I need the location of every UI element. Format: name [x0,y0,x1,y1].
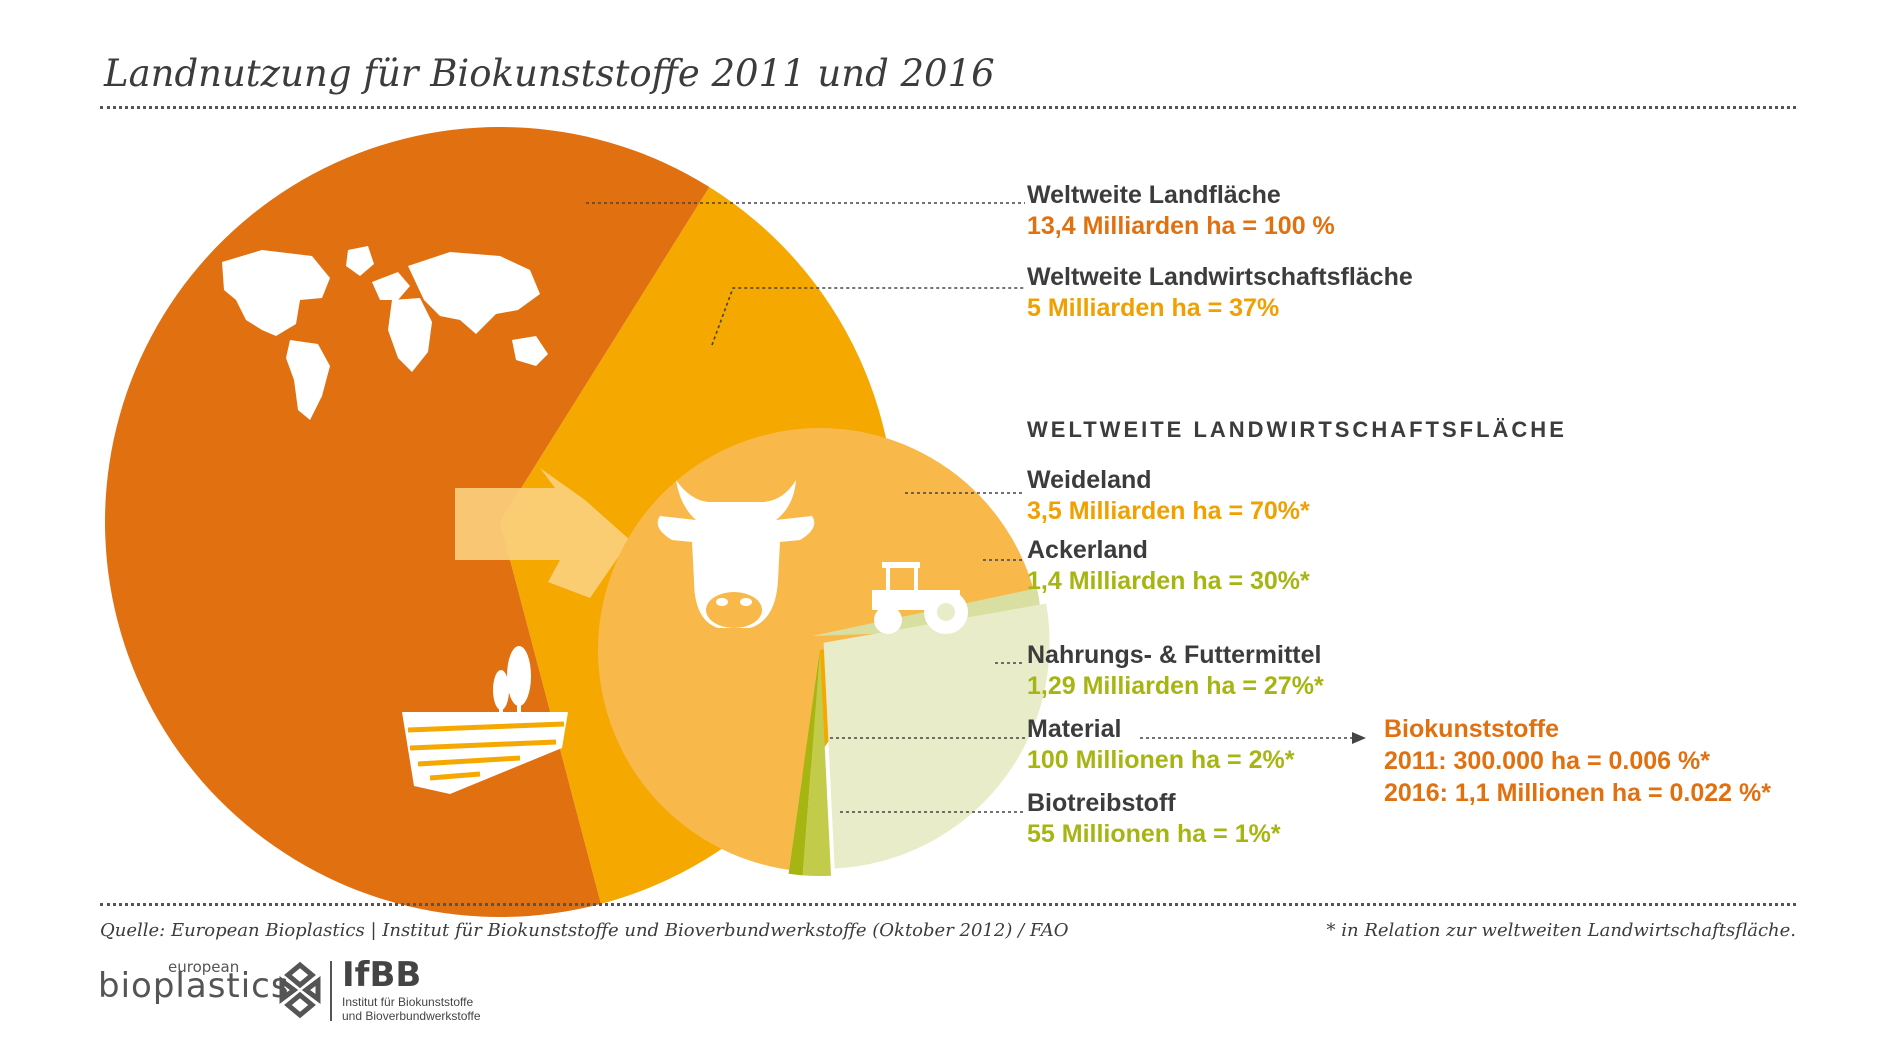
cropland-name: Ackerland [1027,536,1148,564]
tractor-icon [872,562,968,634]
biofuel-value: 55 Millionen ha = 1%* [1027,820,1281,848]
ifbb-full-name: Institut für Biokunststoffe und Bioverbu… [342,995,562,1023]
ifbb-logo-divider [330,961,332,1021]
slice-food-feed [823,603,1050,869]
arrow-icon [455,468,630,598]
pasture-name: Weideland [1027,466,1152,494]
cow-head-icon [657,480,815,628]
ifbb-logo-mark-icon [279,961,321,1019]
label-biofuel: Biotreibstoff 55 Millionen ha = 1%* [1027,788,1281,850]
label-agricultural-land: Weltweite Landwirtschaftsfläche 5 Millia… [1027,262,1413,324]
agricultural-land-name: Weltweite Landwirtschaftsfläche [1027,263,1413,291]
bioplastics-callout: Biokunststoffe 2011: 300.000 ha = 0.006 … [1384,713,1771,809]
label-food-feed: Nahrungs- & Futtermittel 1,29 Milliarden… [1027,640,1324,702]
material-name: Material [1027,715,1122,743]
top-divider [100,106,1796,109]
label-world-land: Weltweite Landfläche 13,4 Milliarden ha … [1027,180,1335,242]
field-trees-icon [402,646,568,794]
world-land-value: 13,4 Milliarden ha = 100 % [1027,212,1335,240]
bottom-divider [100,903,1796,906]
page-title: Landnutzung für Biokunststoffe 2011 und … [104,52,995,95]
label-material: Material 100 Millionen ha = 2%* [1027,714,1294,776]
logo-eb-small: european [168,958,240,976]
footnote: * in Relation zur weltweiten Landwirtsch… [1326,920,1796,941]
ifbb-line1: Institut für Biokunststoffe [342,995,474,1009]
logo-eb-big: bioplastics [98,966,290,1006]
food-feed-name: Nahrungs- & Futtermittel [1027,641,1322,669]
cropland-value: 1,4 Milliarden ha = 30%* [1027,567,1310,595]
agricultural-land-value: 5 Milliarden ha = 37% [1027,294,1280,322]
bioplastics-name: Biokunststoffe [1384,715,1559,743]
slice-material [802,650,832,876]
pasture-value: 3,5 Milliarden ha = 70%* [1027,497,1310,525]
label-cropland: Ackerland 1,4 Milliarden ha = 30%* [1027,535,1310,597]
ifbb-abbr: IfBB [342,955,422,995]
food-feed-value: 1,29 Milliarden ha = 27%* [1027,672,1324,700]
world-map-icon [222,246,548,420]
material-value: 100 Millionen ha = 2%* [1027,746,1295,774]
section-heading: WELTWEITE LANDWIRTSCHAFTSFLÄCHE [1027,417,1567,442]
slice-biofuel [788,650,820,876]
ifbb-line2: und Bioverbundwerkstoffe [342,1009,481,1023]
label-pasture: Weideland 3,5 Milliarden ha = 70%* [1027,465,1310,527]
bioplastics-2011: 2011: 300.000 ha = 0.006 %* [1384,747,1710,775]
biofuel-name: Biotreibstoff [1027,789,1176,817]
source-note: Quelle: European Bioplastics | Institut … [100,920,1069,941]
world-land-name: Weltweite Landfläche [1027,181,1281,209]
bioplastics-2016: 2016: 1,1 Millionen ha = 0.022 %* [1384,779,1771,807]
